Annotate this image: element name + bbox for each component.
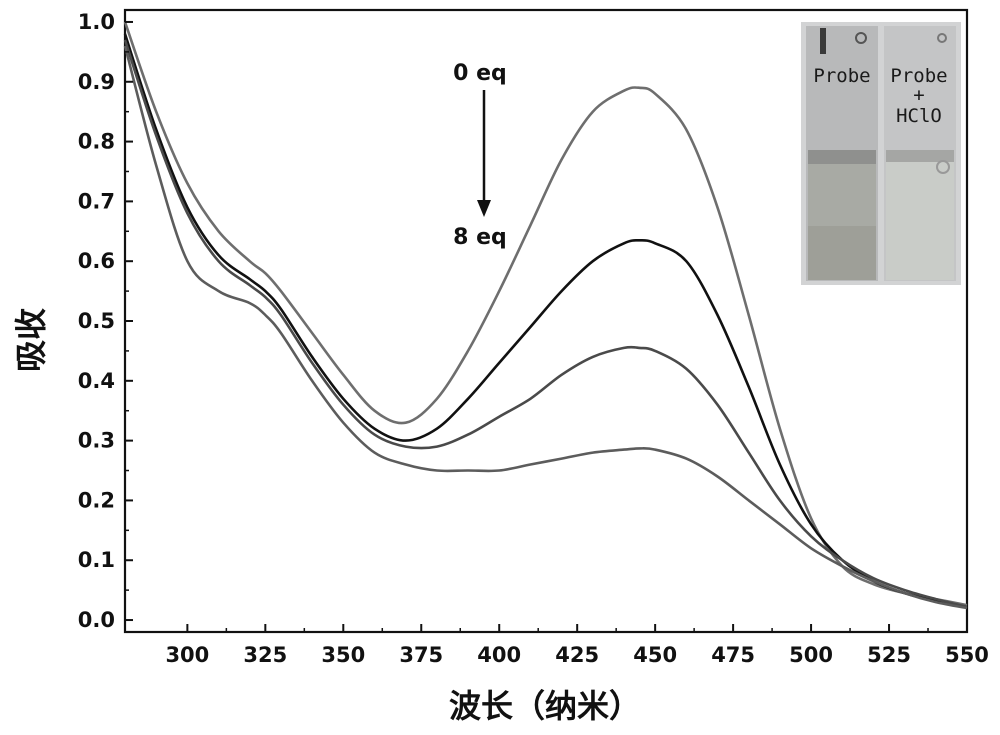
y-tick-label: 0.2 [78, 488, 115, 512]
y-tick-label: 0.9 [78, 70, 115, 94]
x-tick-label: 325 [243, 643, 287, 667]
y-tick-label: 0.1 [78, 548, 115, 572]
x-tick-label: 500 [789, 643, 833, 667]
inset-label-probe: Probe [813, 65, 870, 87]
inset-label-hclo: HClO [896, 105, 942, 127]
x-tick-label: 525 [867, 643, 911, 667]
annotation-arrow [477, 90, 491, 217]
x-tick-label: 475 [711, 643, 755, 667]
x-tick-label: 350 [321, 643, 365, 667]
x-tick-label: 400 [477, 643, 521, 667]
x-tick-label: 550 [945, 643, 989, 667]
y-tick-label: 0.7 [78, 189, 115, 213]
inset-label-plus: + [913, 84, 924, 106]
y-tick-label: 0.6 [78, 249, 115, 273]
y-tick-label: 0.8 [78, 130, 115, 154]
inset-photo: Probe Probe + HClO [801, 22, 961, 285]
y-axis-title: 吸收 [12, 308, 50, 372]
y-tick-label: 0.3 [78, 429, 115, 453]
y-tick-label: 1.0 [78, 10, 115, 34]
x-tick-label: 300 [165, 643, 209, 667]
y-tick-label: 0.4 [78, 369, 115, 393]
annotation-8eq: 8 eq [453, 225, 507, 250]
x-axis-title: 波长（纳米） [449, 687, 641, 725]
annotation-0eq: 0 eq [453, 61, 507, 86]
y-tick-label: 0.5 [78, 309, 115, 333]
y-tick-label: 0.0 [78, 608, 115, 632]
x-tick-label: 425 [555, 643, 599, 667]
x-tick-label: 450 [633, 643, 677, 667]
x-tick-label: 375 [399, 643, 443, 667]
